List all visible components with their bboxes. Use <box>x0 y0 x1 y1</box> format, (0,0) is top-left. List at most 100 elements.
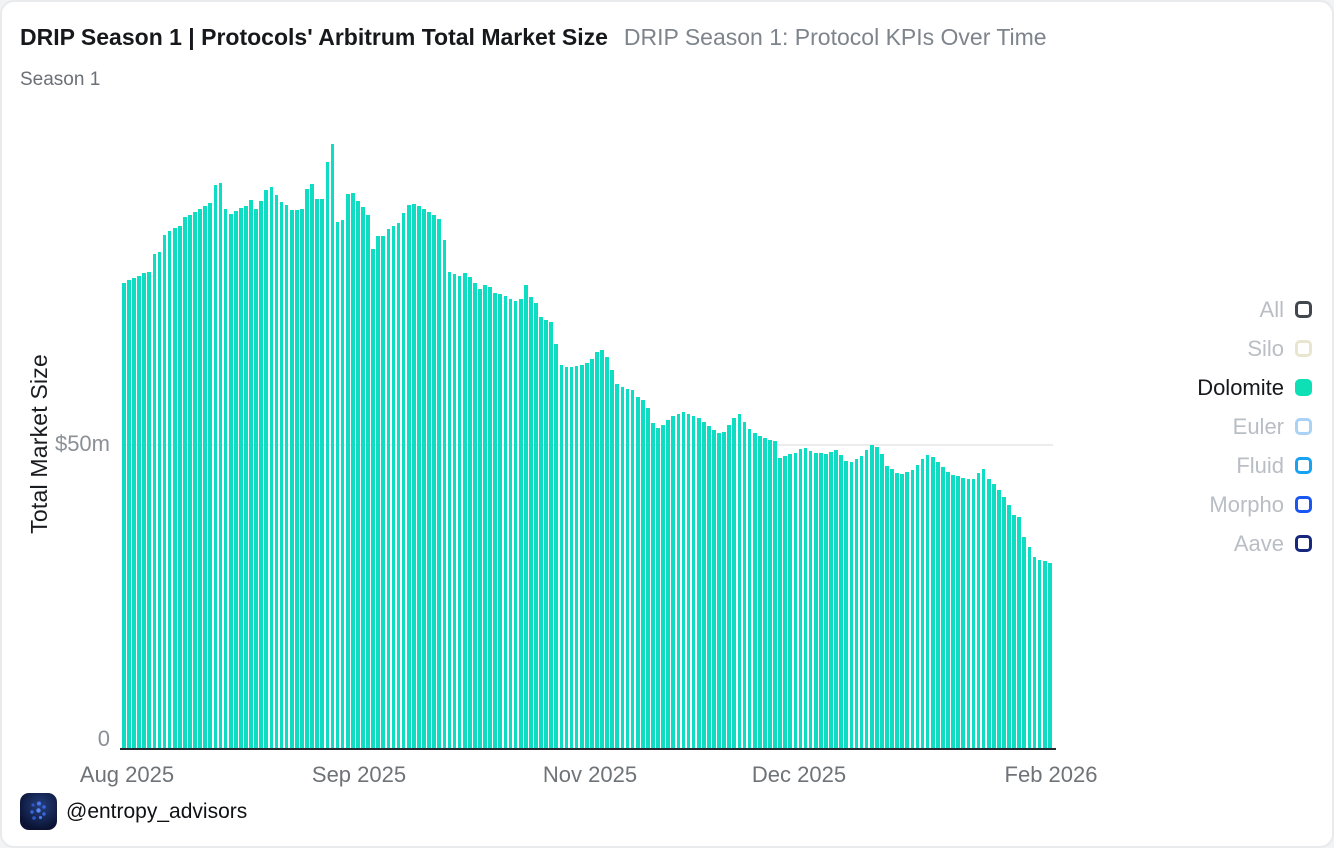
bar[interactable] <box>559 364 564 748</box>
bar[interactable] <box>406 205 411 748</box>
bar[interactable] <box>315 198 319 748</box>
bar[interactable] <box>569 367 574 748</box>
bar[interactable] <box>595 351 599 748</box>
legend-item-dolomite[interactable]: Dolomite <box>1197 368 1312 407</box>
bar[interactable] <box>961 478 966 748</box>
bar[interactable] <box>625 388 630 748</box>
bar[interactable] <box>590 358 594 748</box>
bar[interactable] <box>361 206 365 748</box>
bar[interactable] <box>376 236 381 748</box>
bar[interactable] <box>640 399 645 748</box>
bar[interactable] <box>177 225 182 748</box>
bar[interactable] <box>381 236 386 748</box>
bar[interactable] <box>1017 516 1022 748</box>
bar[interactable] <box>1047 563 1052 748</box>
bar[interactable] <box>686 413 691 748</box>
bar[interactable] <box>340 220 345 748</box>
bar[interactable] <box>966 479 971 748</box>
bar[interactable] <box>142 273 147 748</box>
bar[interactable] <box>722 431 726 748</box>
bar[interactable] <box>411 203 416 748</box>
bar[interactable] <box>172 228 177 748</box>
bar[interactable] <box>539 316 543 748</box>
bar[interactable] <box>513 301 518 748</box>
bar[interactable] <box>737 413 742 748</box>
bar[interactable] <box>808 450 813 748</box>
legend-item-silo[interactable]: Silo <box>1197 329 1312 368</box>
bar[interactable] <box>651 422 655 748</box>
bar[interactable] <box>1022 537 1027 748</box>
bar[interactable] <box>605 357 609 748</box>
bar[interactable] <box>701 421 706 748</box>
bar[interactable] <box>818 452 823 748</box>
bar[interactable] <box>488 287 492 748</box>
bar[interactable] <box>747 429 752 748</box>
legend-item-aave[interactable]: Aave <box>1197 524 1312 563</box>
bar[interactable] <box>895 473 899 748</box>
bar[interactable] <box>233 211 238 748</box>
bar[interactable] <box>874 447 879 748</box>
bar[interactable] <box>279 201 284 748</box>
bar[interactable] <box>813 453 818 748</box>
bar[interactable] <box>422 208 426 748</box>
bar[interactable] <box>366 215 370 748</box>
bar[interactable] <box>213 184 218 748</box>
bar[interactable] <box>294 209 299 748</box>
bar[interactable] <box>778 457 782 748</box>
bar[interactable] <box>1007 505 1011 748</box>
bar[interactable] <box>554 343 559 748</box>
bar[interactable] <box>498 293 503 748</box>
bar[interactable] <box>849 462 854 748</box>
bar[interactable] <box>432 215 437 748</box>
bar[interactable] <box>259 200 264 748</box>
bar[interactable] <box>869 445 874 748</box>
bar[interactable] <box>579 364 584 748</box>
bar[interactable] <box>284 205 289 748</box>
bar[interactable] <box>371 248 375 748</box>
bar[interactable] <box>854 459 859 748</box>
bar[interactable] <box>503 295 508 748</box>
legend-item-euler[interactable]: Euler <box>1197 407 1312 446</box>
legend-item-fluid[interactable]: Fluid <box>1197 446 1312 485</box>
bar[interactable] <box>1002 496 1006 748</box>
bar[interactable] <box>910 470 915 748</box>
bar[interactable] <box>661 424 665 748</box>
bar[interactable] <box>427 211 431 748</box>
bar[interactable] <box>462 273 467 748</box>
bar[interactable] <box>528 296 533 748</box>
bar[interactable] <box>350 192 355 748</box>
bar[interactable] <box>198 208 202 748</box>
bar[interactable] <box>600 350 604 748</box>
bar[interactable] <box>829 451 833 748</box>
bar[interactable] <box>727 424 732 748</box>
bar[interactable] <box>300 209 304 748</box>
bar[interactable] <box>732 417 737 748</box>
bar[interactable] <box>1037 559 1042 748</box>
bar[interactable] <box>991 484 996 748</box>
bar[interactable] <box>752 433 757 748</box>
bar[interactable] <box>254 209 258 748</box>
bar[interactable] <box>610 370 615 748</box>
bar[interactable] <box>437 219 442 748</box>
bar[interactable] <box>544 319 548 748</box>
bar[interactable] <box>768 439 772 748</box>
bar[interactable] <box>997 490 1001 748</box>
bar[interactable] <box>656 428 660 748</box>
bar[interactable] <box>717 433 721 748</box>
bar[interactable] <box>1042 560 1047 748</box>
bar[interactable] <box>646 407 650 748</box>
bar[interactable] <box>417 205 421 748</box>
bar[interactable] <box>218 183 223 748</box>
bar[interactable] <box>793 452 798 748</box>
bar[interactable] <box>890 468 894 748</box>
bar[interactable] <box>859 456 864 748</box>
bar[interactable] <box>798 449 803 748</box>
bar[interactable] <box>467 276 472 748</box>
bar[interactable] <box>834 450 838 748</box>
bar[interactable] <box>228 213 233 748</box>
bar[interactable] <box>320 198 325 748</box>
bar[interactable] <box>941 467 945 748</box>
bar[interactable] <box>152 254 157 748</box>
bar[interactable] <box>452 274 457 748</box>
bar[interactable] <box>518 298 523 748</box>
